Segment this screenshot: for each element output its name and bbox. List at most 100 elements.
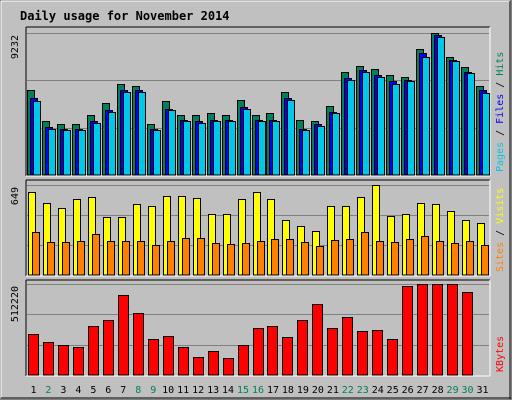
- bar-sites-day-10: [167, 241, 175, 276]
- day-label-9: 9: [150, 385, 156, 396]
- panel-kbytes: 512220 KBytes: [10, 279, 506, 377]
- day-label-31: 31: [476, 385, 488, 396]
- bar-sites-day-1: [32, 232, 40, 276]
- bar-pages-day-17: [272, 121, 280, 176]
- day-label-8: 8: [135, 385, 141, 396]
- bar-pages-day-13: [213, 121, 221, 176]
- day-label-7: 7: [120, 385, 126, 396]
- bar-kbytes-day-20: [312, 304, 323, 376]
- bar-pages-day-10: [168, 110, 176, 176]
- bar-pages-day-27: [422, 57, 430, 176]
- bar-sites-day-11: [182, 238, 190, 276]
- max-label: 9232: [10, 35, 21, 59]
- day-label-2: 2: [45, 385, 51, 396]
- bar-pages-day-8: [138, 92, 146, 176]
- bar-sites-day-25: [391, 242, 399, 276]
- side-legend-part: Visits: [495, 188, 506, 224]
- bar-kbytes-day-8: [133, 313, 144, 376]
- bar-sites-day-4: [77, 241, 85, 276]
- day-label-24: 24: [372, 385, 384, 396]
- bar-pages-day-25: [392, 84, 400, 176]
- bar-sites-day-28: [436, 241, 444, 276]
- day-label-28: 28: [432, 385, 444, 396]
- day-label-17: 17: [267, 385, 279, 396]
- side-legend-part: Pages: [495, 142, 506, 172]
- bar-pages-day-28: [437, 37, 445, 176]
- bar-sites-day-6: [107, 241, 115, 276]
- day-label-16: 16: [252, 385, 264, 396]
- bar-sites-day-17: [271, 239, 279, 276]
- day-label-30: 30: [462, 385, 474, 396]
- bar-pages-day-12: [198, 123, 206, 176]
- bar-kbytes-day-17: [267, 326, 278, 376]
- bar-sites-day-15: [242, 243, 250, 276]
- bar-kbytes-day-5: [88, 326, 99, 376]
- bar-pages-day-2: [48, 129, 56, 176]
- bar-pages-day-19: [302, 130, 310, 176]
- bar-pages-day-11: [183, 121, 191, 176]
- day-label-3: 3: [60, 385, 66, 396]
- side-legend: KBytes: [495, 336, 506, 372]
- bar-kbytes-day-19: [297, 320, 308, 376]
- bar-kbytes-day-2: [43, 342, 54, 376]
- bar-kbytes-day-4: [73, 347, 84, 376]
- bar-kbytes-day-3: [58, 345, 69, 376]
- max-label: 512220: [10, 286, 21, 322]
- bar-pages-day-6: [108, 112, 116, 176]
- side-legend: Sites / Visits: [495, 188, 506, 272]
- bar-pages-day-24: [377, 77, 385, 176]
- bar-pages-day-14: [228, 121, 236, 176]
- bar-pages-day-15: [243, 109, 251, 176]
- bar-sites-day-14: [227, 244, 235, 276]
- bar-pages-day-26: [407, 81, 415, 176]
- day-label-18: 18: [282, 385, 294, 396]
- day-label-29: 29: [447, 385, 459, 396]
- bar-kbytes-day-28: [432, 284, 443, 376]
- bar-kbytes-day-1: [28, 334, 39, 376]
- bar-sites-day-24: [376, 241, 384, 276]
- bar-kbytes-day-6: [103, 320, 114, 376]
- side-legend-part: /: [495, 124, 506, 142]
- bar-kbytes-day-13: [208, 351, 219, 376]
- chart-title: Daily usage for November 2014: [20, 9, 230, 23]
- day-label-23: 23: [357, 385, 369, 396]
- day-label-4: 4: [75, 385, 81, 396]
- bar-pages-day-1: [33, 101, 41, 176]
- bar-pages-day-21: [332, 113, 340, 176]
- bar-pages-day-31: [482, 93, 490, 176]
- bar-sites-day-31: [481, 245, 489, 276]
- day-label-1: 1: [30, 385, 36, 396]
- bar-kbytes-day-11: [178, 347, 189, 376]
- max-label: 649: [10, 187, 21, 205]
- panel-hits-files-pages: 9232 Pages / Files / Hits: [10, 26, 506, 177]
- bar-sites-day-26: [406, 239, 414, 276]
- bar-pages-day-20: [317, 126, 325, 176]
- day-label-25: 25: [387, 385, 399, 396]
- side-legend-part: Hits: [495, 52, 506, 76]
- bar-sites-day-20: [316, 246, 324, 276]
- bar-pages-day-7: [123, 92, 131, 176]
- day-label-10: 10: [162, 385, 174, 396]
- bar-kbytes-day-7: [118, 295, 129, 376]
- bar-kbytes-day-18: [282, 337, 293, 376]
- day-label-19: 19: [297, 385, 309, 396]
- bar-kbytes-day-9: [148, 339, 159, 376]
- bar-sites-day-16: [257, 241, 265, 276]
- bar-pages-day-5: [93, 123, 101, 176]
- bar-pages-day-22: [347, 80, 355, 176]
- bar-sites-day-5: [92, 234, 100, 276]
- side-legend-part: Sites: [495, 242, 506, 272]
- day-label-12: 12: [192, 385, 204, 396]
- bar-kbytes-day-27: [417, 284, 428, 376]
- bar-sites-day-21: [331, 240, 339, 276]
- bar-kbytes-day-12: [193, 357, 204, 376]
- day-label-26: 26: [402, 385, 414, 396]
- side-legend-part: KBytes: [495, 336, 506, 372]
- bar-pages-day-29: [452, 61, 460, 176]
- day-label-27: 27: [417, 385, 429, 396]
- bar-pages-day-16: [258, 121, 266, 176]
- side-legend: Pages / Files / Hits: [495, 52, 506, 172]
- day-label-11: 11: [177, 385, 189, 396]
- bar-sites-day-29: [451, 243, 459, 276]
- panel-visits-sites: 649 Sites / Visits: [10, 179, 506, 277]
